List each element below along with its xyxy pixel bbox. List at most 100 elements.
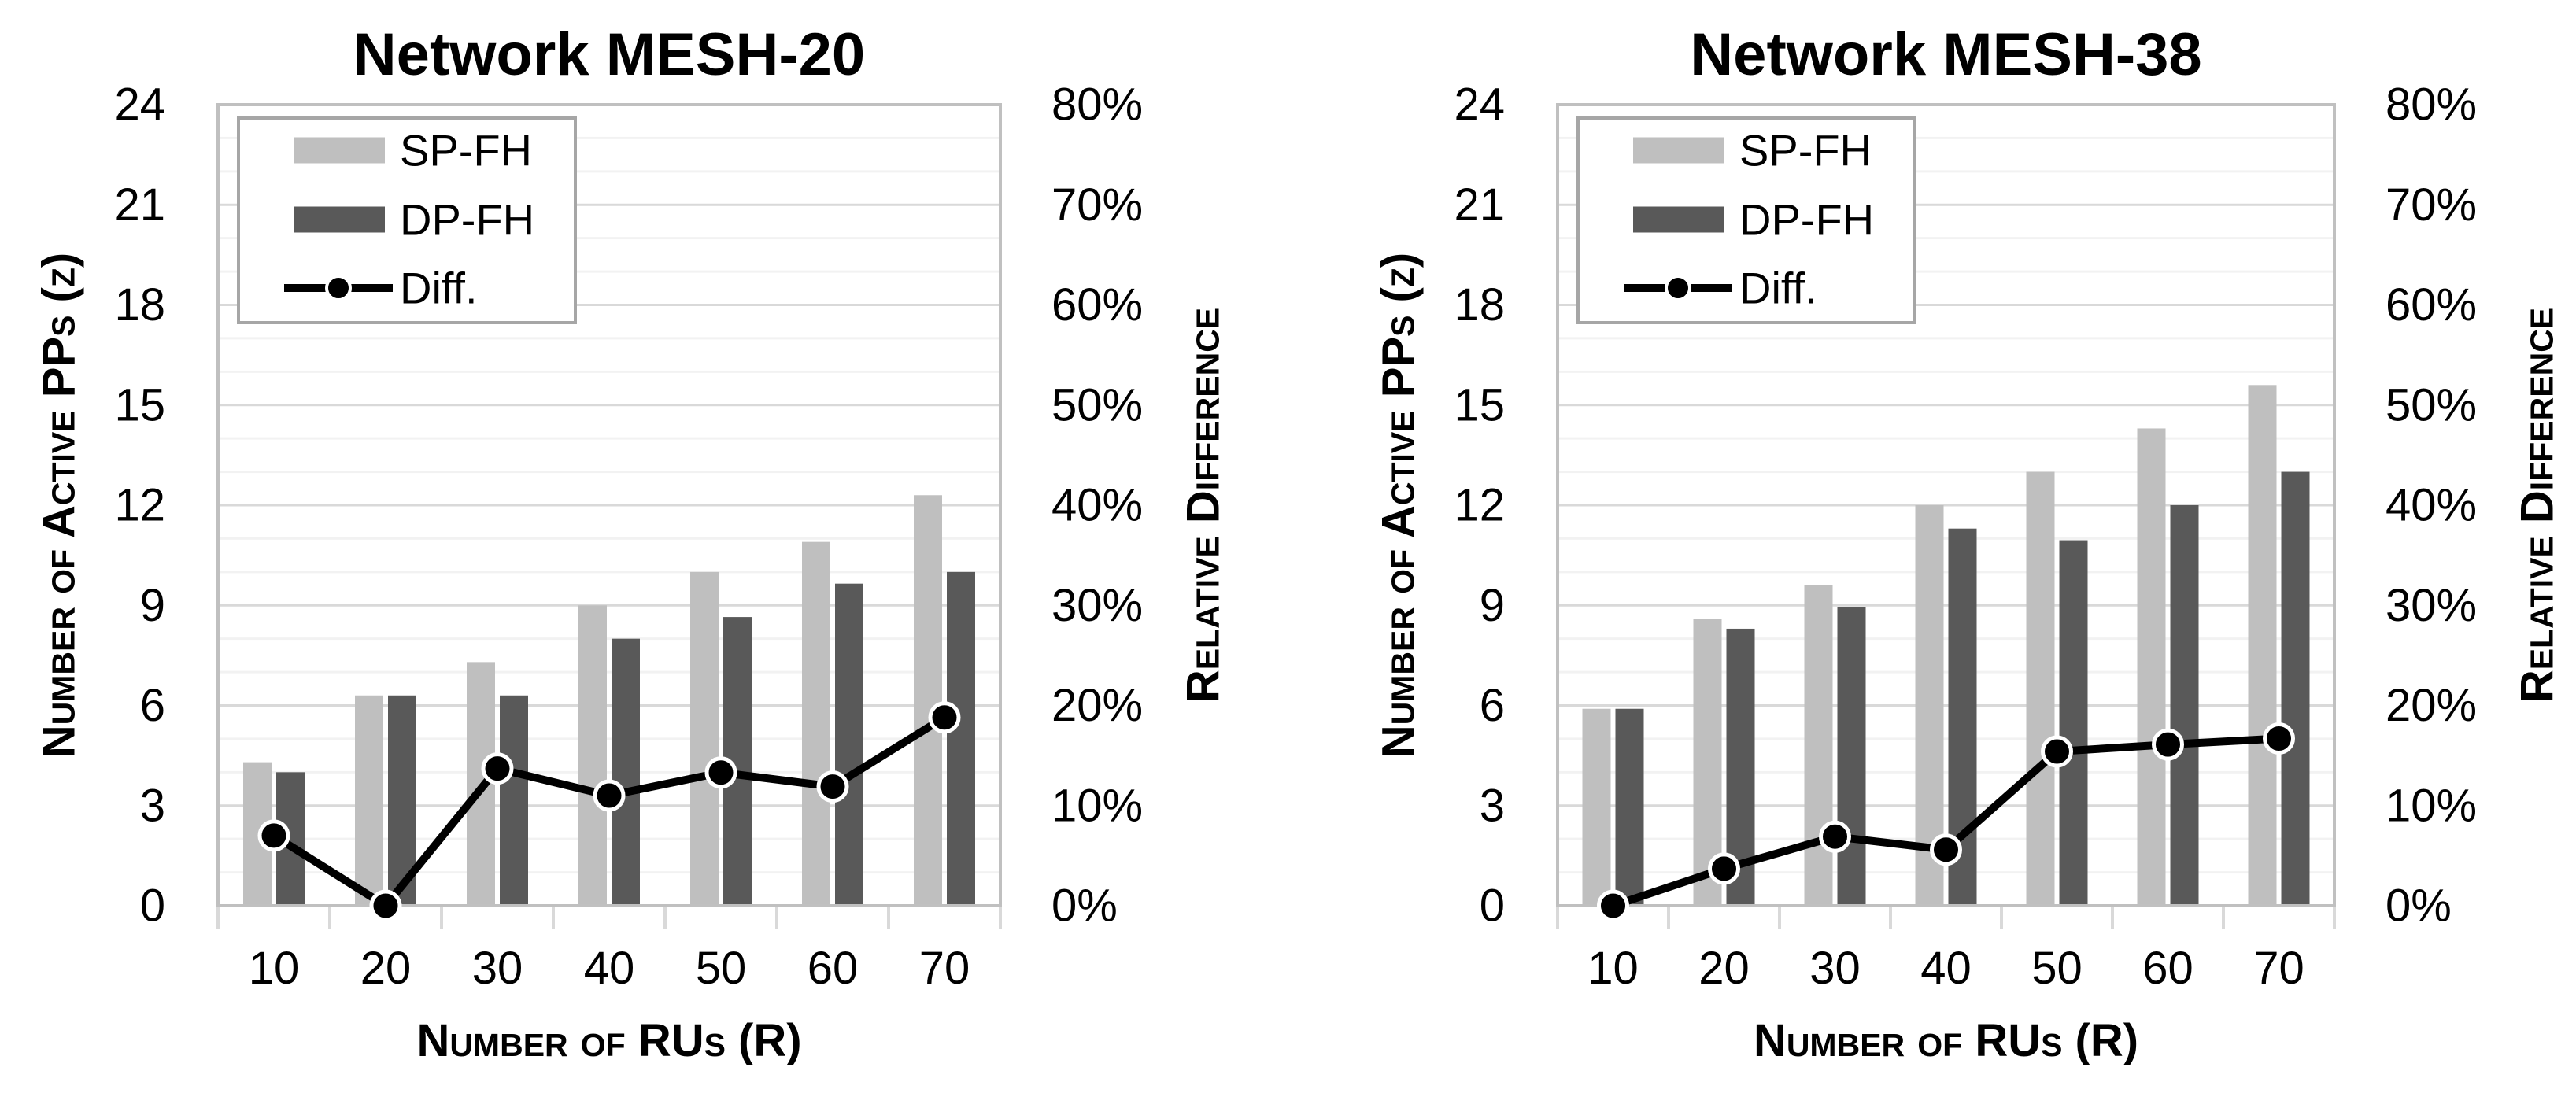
bar-sp-fh (1582, 708, 1611, 906)
y-axis-tick-label: 21 (1454, 179, 1505, 231)
diff-marker (1597, 889, 1629, 922)
bar-sp-fh (2137, 428, 2166, 906)
diff-marker (593, 779, 626, 812)
x-axis-tick-label: 40 (584, 943, 635, 994)
y-axis-tick-label: 24 (114, 79, 165, 131)
y2-axis-tick-label: 70% (2386, 179, 2477, 231)
y2-axis-tick-label: 80% (2386, 79, 2477, 131)
y2-axis-tick-label: 80% (1051, 79, 1143, 131)
plot-border (1556, 103, 2336, 907)
bar-sp-fh (1804, 585, 1833, 906)
y2-axis-tick-label: 70% (1051, 179, 1143, 231)
diff-marker (1819, 820, 1851, 853)
bar-sp-fh (355, 695, 383, 906)
x-axis-tick-label: 50 (2031, 943, 2083, 994)
y-axis-tick-label: 6 (140, 680, 165, 731)
legend-marker-icon (325, 275, 352, 301)
bar-dp-fh (612, 638, 640, 906)
diff-marker (257, 819, 290, 852)
bar-dp-fh (2170, 505, 2199, 906)
legend-swatch-sp-fh (1633, 137, 1724, 164)
chart-network-mesh-20: 0 3 6 9 12 15 18 21 24 0% 10% 20% 30% 40% 50% 60% 70% 80%… (34, 21, 1229, 1066)
y-axis-title: Number of Active PPs (z) (34, 253, 85, 758)
bar-sp-fh (914, 495, 942, 906)
x-axis-tick-label: 40 (1920, 943, 1972, 994)
y-axis-tick-label: 12 (114, 480, 165, 531)
y2-axis-tick-label: 30% (1051, 580, 1143, 631)
y-axis-tick-label: 15 (114, 379, 165, 430)
y2-axis-tick-label: 50% (1051, 379, 1143, 430)
diff-marker (1708, 852, 1740, 885)
x-axis-tick-label: 10 (1587, 943, 1639, 994)
x-axis-title: Number of RUs (R) (1754, 1015, 2138, 1066)
y2-axis-tick-label: 40% (1051, 480, 1143, 531)
y2-axis-tick-label: 40% (2386, 480, 2477, 531)
plot-border (216, 103, 1002, 907)
legend: SP-FH DP-FH Diff. (1576, 116, 1916, 324)
legend: SP-FH DP-FH Diff. (237, 116, 577, 324)
bar-dp-fh (2059, 540, 2088, 906)
legend-marker-icon (1665, 275, 1691, 301)
y2-axis-tick-label: 0% (1051, 881, 1118, 932)
y-axis-tick-label: 9 (140, 580, 165, 631)
bar-dp-fh (1837, 607, 1866, 906)
y2-axis-tick-label: 60% (1051, 279, 1143, 330)
diff-marker (928, 701, 961, 734)
y2-axis-tick-label: 0% (2386, 881, 2452, 932)
y-axis-tick-label: 9 (1480, 580, 1505, 631)
y-axis-tick-label: 12 (1454, 480, 1505, 531)
legend-item-label: Diff. (400, 264, 478, 313)
x-axis-tick-label: 30 (472, 943, 523, 994)
x-axis-tick-label: 50 (696, 943, 747, 994)
legend-swatch-sp-fh (294, 137, 385, 164)
y2-axis-tick-label: 20% (1051, 680, 1143, 731)
chart-title: Network MESH-38 (1690, 21, 2201, 88)
y-axis-tick-label: 15 (1454, 379, 1505, 430)
diff-marker (369, 889, 402, 922)
bar-sp-fh (802, 541, 830, 906)
diff-marker (481, 752, 514, 785)
y-axis-tick-label: 24 (1454, 79, 1505, 131)
diff-marker (704, 756, 737, 789)
y2-axis-tick-label: 30% (2386, 580, 2477, 631)
diff-marker (816, 770, 849, 803)
bar-dp-fh (835, 583, 863, 906)
x-axis-tick-label: 70 (919, 943, 970, 994)
y-axis-tick-label: 3 (1480, 780, 1505, 831)
y-axis-tick-label: 0 (140, 881, 165, 932)
x-axis-tick-label: 60 (2142, 943, 2193, 994)
y-axis-tick-label: 3 (140, 780, 165, 831)
y2-axis-tick-label: 20% (2386, 680, 2477, 731)
bar-sp-fh (2026, 471, 2055, 906)
y-axis-tick-label: 0 (1480, 881, 1505, 932)
diff-marker (2152, 728, 2184, 761)
x-axis-tick-label: 30 (1809, 943, 1861, 994)
bar-dp-fh (2281, 471, 2310, 906)
chart-network-mesh-38: 0 3 6 9 12 15 18 21 24 0% 10% 20% 30% 40% 50% 60% 70% 80%… (1373, 21, 2563, 1066)
y-axis-tick-label: 18 (114, 279, 165, 330)
legend-item-label: DP-FH (1739, 195, 1874, 245)
legend-item-label: SP-FH (1739, 126, 1872, 175)
y2-axis-tick-label: 50% (2386, 379, 2477, 430)
y-axis-title: Number of Active PPs (z) (1373, 253, 1425, 758)
diff-marker (2041, 735, 2073, 768)
legend-item-label: DP-FH (400, 195, 534, 245)
x-axis-tick-label: 20 (360, 943, 412, 994)
bar-dp-fh (1615, 708, 1644, 906)
y2-axis-tick-label: 10% (2386, 780, 2477, 831)
bar-sp-fh (690, 571, 719, 906)
legend-swatch-dp-fh (1633, 206, 1724, 233)
diff-marker (2263, 722, 2295, 755)
x-axis-title: Number of RUs (R) (416, 1015, 801, 1066)
y-axis-tick-label: 18 (1454, 279, 1505, 330)
y-axis-tick-label: 6 (1480, 680, 1505, 731)
diff-marker (1930, 833, 1962, 866)
legend-swatch-dp-fh (294, 206, 385, 233)
y2-axis-tick-label: 10% (1051, 780, 1143, 831)
x-axis-tick-label: 70 (2253, 943, 2304, 994)
x-axis-tick-label: 10 (249, 943, 300, 994)
legend-item-label: Diff. (1739, 264, 1817, 313)
y2-axis-title: Relative Difference (1178, 308, 1229, 703)
chart-title: Network MESH-20 (353, 21, 865, 88)
